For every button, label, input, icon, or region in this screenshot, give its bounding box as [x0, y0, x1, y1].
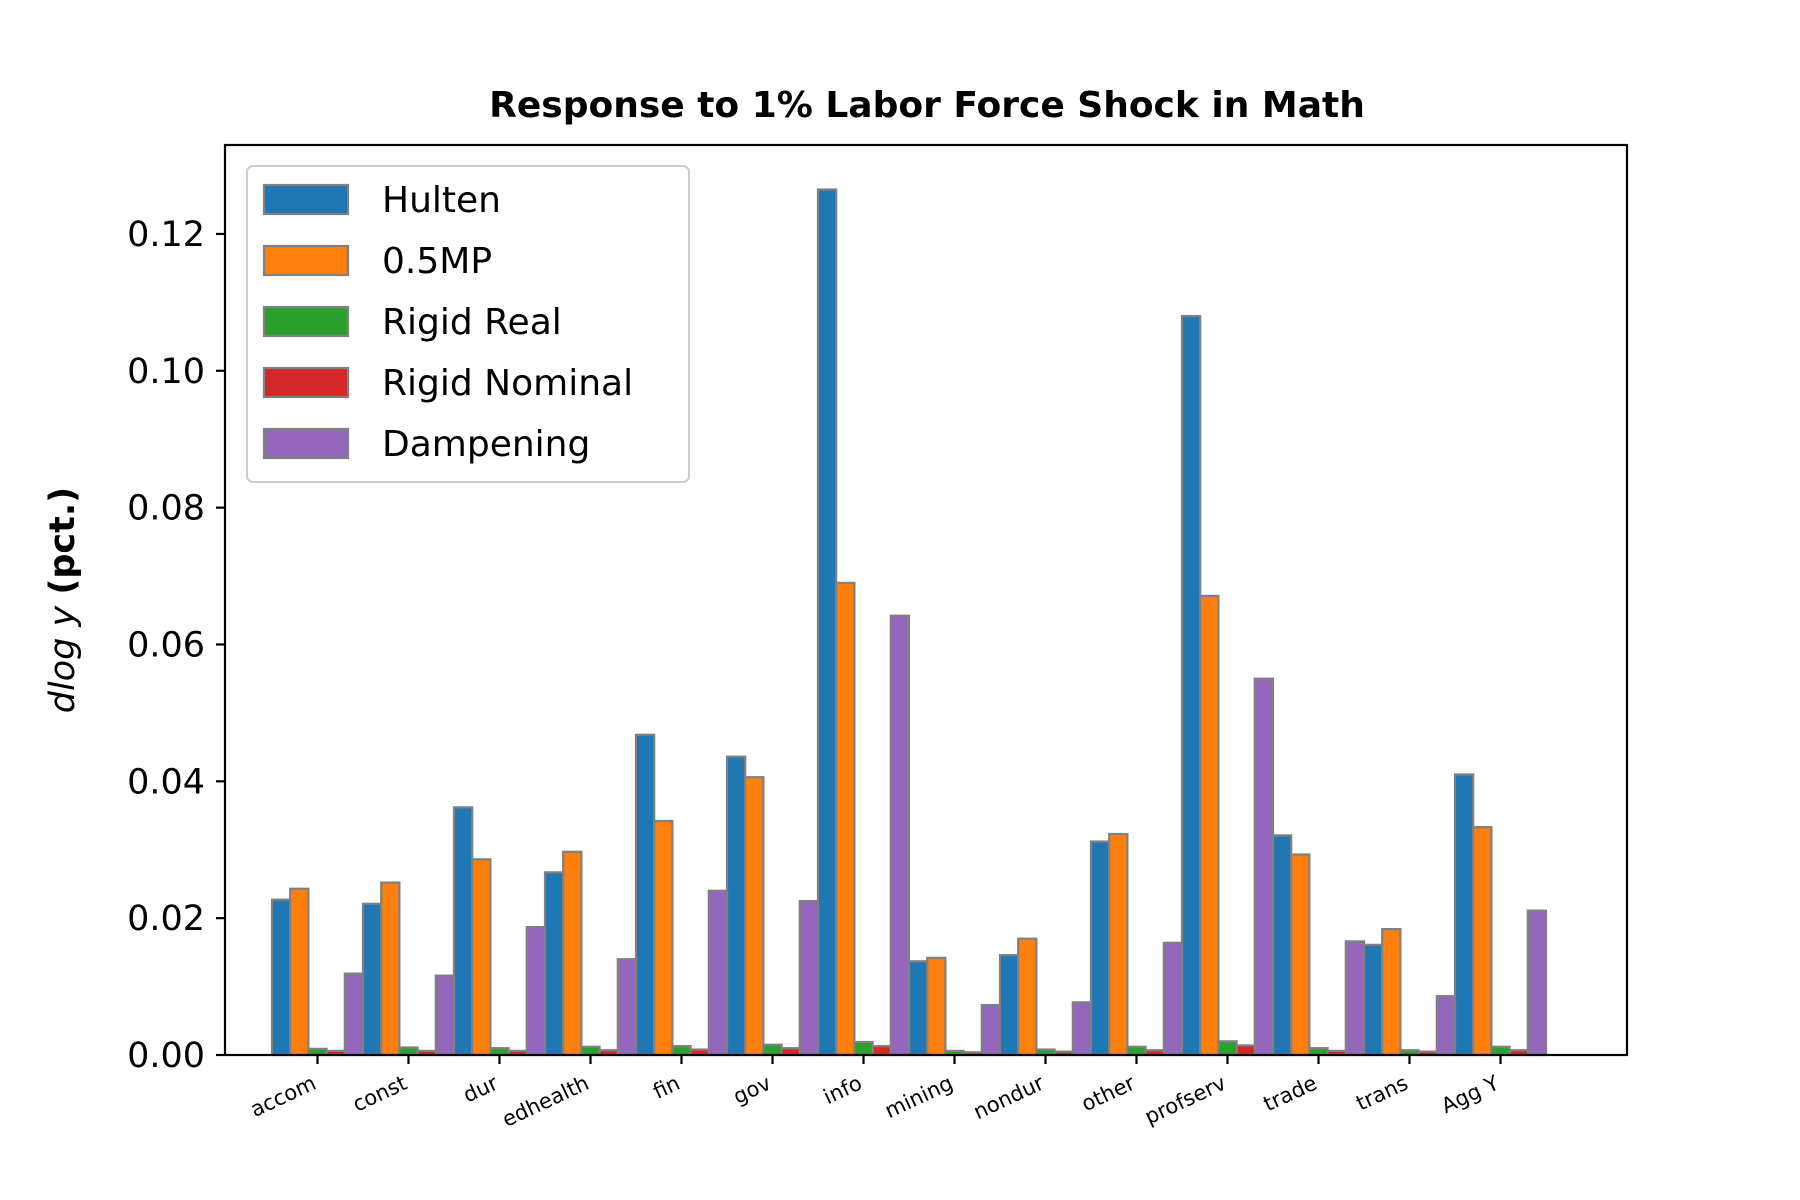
- bar-hulten-trans: [1362, 943, 1384, 1057]
- bar-dampening-agg-y: [1526, 909, 1548, 1057]
- bar-0-5mp-agg-y: [1472, 826, 1493, 1057]
- bar-rigid-real-agg-y: [1490, 1045, 1511, 1057]
- x-tick-label-gov: gov: [729, 1071, 774, 1109]
- legend-swatch-hulten: [262, 183, 350, 216]
- legend: Hulten 0.5MP Rigid Real Rigid Nominal Dampen…: [246, 165, 690, 483]
- bar-dampening-accom: [343, 972, 365, 1057]
- x-tick-label-other: other: [1078, 1071, 1139, 1117]
- y-axis-label-unit: (pct.): [43, 487, 83, 595]
- bars-group: [270, 188, 1548, 1057]
- bar-hulten-other: [1089, 840, 1111, 1057]
- bar-0-5mp-profserv: [1199, 594, 1220, 1057]
- bar-0-5mp-accom: [289, 887, 310, 1057]
- bar-hulten-gov: [725, 755, 747, 1057]
- bar-0-5mp-other: [1108, 832, 1129, 1057]
- y-axis-label-math: dlog y: [43, 604, 83, 713]
- bar-rigid-real-info: [853, 1040, 874, 1057]
- bar-rigid-real-other: [1126, 1045, 1147, 1057]
- y-axis: 0.00 0.02 0.04 0.06 0.08 0.10 0.12: [127, 215, 225, 1076]
- x-tick-label-accom: accom: [247, 1071, 320, 1122]
- y-tick-label: 0.08: [127, 489, 205, 529]
- x-tick-label-nondur: nondur: [970, 1071, 1048, 1124]
- bar-hulten-dur: [452, 806, 474, 1057]
- bar-dampening-profserv: [1253, 677, 1275, 1057]
- bar-dampening-dur: [525, 925, 547, 1057]
- legend-label-rigid-real: Rigid Real: [382, 302, 562, 343]
- bar-hulten-mining: [907, 960, 929, 1057]
- legend-label-hulten: Hulten: [382, 180, 501, 221]
- bar-dampening-info: [889, 614, 911, 1057]
- bar-rigid-real-gov: [762, 1043, 783, 1057]
- x-tick-label-agg-y: Agg Y: [1438, 1071, 1503, 1118]
- bar-hulten-nondur: [998, 954, 1020, 1057]
- legend-swatch-0-5mp: [262, 244, 350, 277]
- y-tick-label: 0.12: [127, 215, 205, 255]
- bar-dampening-nondur: [1071, 1001, 1093, 1057]
- x-tick-label-profserv: profserv: [1141, 1071, 1230, 1129]
- legend-swatch-rigid-real: [262, 305, 350, 338]
- bar-dampening-other: [1162, 941, 1184, 1057]
- bar-hulten-agg-y: [1453, 773, 1475, 1057]
- x-tick-label-trans: trans: [1353, 1071, 1412, 1116]
- bar-0-5mp-mining: [926, 956, 947, 1057]
- y-tick-label: 0.00: [127, 1036, 205, 1076]
- bar-0-5mp-edhealth: [562, 850, 583, 1057]
- bar-dampening-const: [434, 974, 456, 1057]
- bar-dampening-trans: [1435, 995, 1457, 1057]
- x-tick-label-dur: dur: [459, 1071, 501, 1108]
- x-tick-label-mining: mining: [881, 1071, 956, 1123]
- bar-hulten-info: [816, 188, 838, 1057]
- bar-0-5mp-nondur: [1017, 937, 1038, 1057]
- legend-label-rigid-nominal: Rigid Nominal: [382, 363, 633, 404]
- x-tick-label-trade: trade: [1260, 1071, 1321, 1116]
- bar-hulten-accom: [270, 898, 292, 1057]
- bar-hulten-const: [361, 902, 383, 1057]
- bar-rigid-nominal-profserv: [1235, 1044, 1256, 1057]
- bar-0-5mp-dur: [471, 858, 492, 1057]
- bar-0-5mp-fin: [653, 819, 674, 1057]
- bar-dampening-edhealth: [616, 958, 638, 1057]
- legend-box: [246, 165, 690, 483]
- bar-hulten-fin: [634, 733, 656, 1057]
- x-tick-label-info: info: [820, 1071, 866, 1109]
- bar-rigid-real-profserv: [1217, 1040, 1238, 1057]
- bar-hulten-edhealth: [543, 871, 565, 1057]
- bar-0-5mp-info: [835, 581, 856, 1057]
- x-tick-label-edhealth: edhealth: [498, 1071, 592, 1132]
- bar-0-5mp-trans: [1381, 928, 1402, 1057]
- bar-rigid-real-fin: [671, 1045, 692, 1057]
- y-tick-label: 0.06: [127, 625, 205, 665]
- bar-0-5mp-gov: [744, 776, 765, 1057]
- bar-rigid-nominal-info: [871, 1045, 892, 1057]
- x-tick-label-fin: fin: [649, 1071, 683, 1104]
- bar-rigid-real-const: [398, 1046, 419, 1057]
- bar-dampening-fin: [707, 889, 729, 1057]
- x-tick-label-const: const: [349, 1071, 411, 1117]
- bar-0-5mp-const: [380, 881, 401, 1057]
- bar-hulten-profserv: [1180, 314, 1202, 1057]
- bar-dampening-trade: [1344, 940, 1366, 1057]
- y-tick-label: 0.04: [127, 762, 205, 802]
- legend-swatch-rigid-nominal: [262, 366, 350, 399]
- bar-hulten-trade: [1271, 834, 1293, 1057]
- y-tick-label: 0.10: [127, 352, 205, 392]
- bar-rigid-real-edhealth: [580, 1045, 601, 1057]
- bar-dampening-mining: [980, 1003, 1002, 1057]
- y-axis-label: dlog y (pct.): [43, 487, 83, 713]
- legend-label-0-5mp: 0.5MP: [382, 241, 492, 282]
- plot-frame: [223, 143, 1629, 1057]
- bar-dampening-gov: [798, 899, 820, 1057]
- chart-title: Response to 1% Labor Force Shock in Math: [489, 85, 1365, 126]
- bar-0-5mp-trade: [1290, 853, 1311, 1057]
- legend-swatch-dampening: [262, 427, 350, 460]
- y-tick-label: 0.02: [127, 899, 205, 939]
- legend-label-dampening: Dampening: [382, 424, 590, 465]
